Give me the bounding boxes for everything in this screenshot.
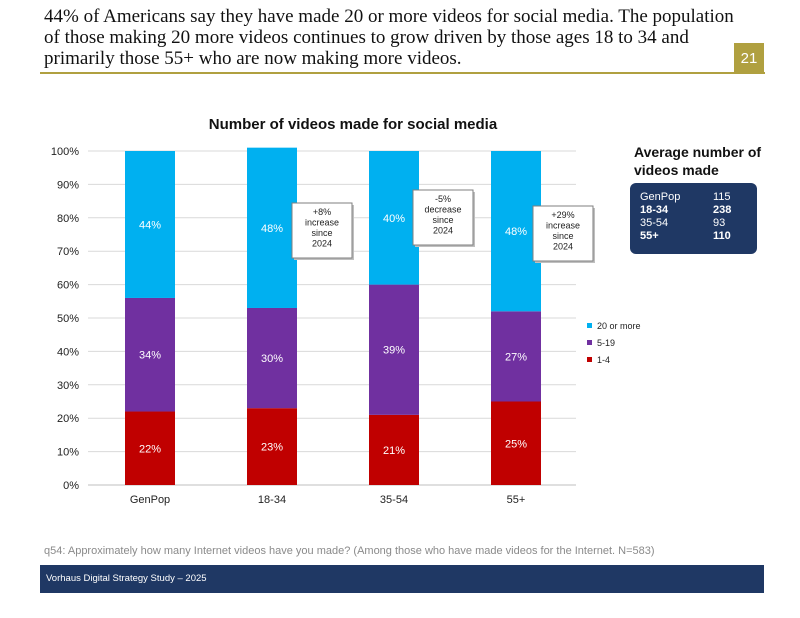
- annotation-text: -5%: [435, 194, 451, 204]
- y-tick-label: 50%: [57, 313, 79, 325]
- x-tick-label: GenPop: [130, 494, 170, 506]
- average-panel-title: Average number of videos made: [634, 144, 762, 178]
- annotation-box: [291, 202, 353, 259]
- bar-segment-35-54-5-19: [369, 284, 419, 415]
- annotation-box: [532, 205, 594, 262]
- y-tick-label: 70%: [57, 246, 79, 258]
- average-value: 238: [713, 204, 732, 216]
- annotation-text: 2024: [312, 239, 332, 249]
- bar-segment-35-54-1-4: [369, 414, 419, 485]
- annotation-text: +8%: [313, 207, 331, 217]
- bar-segment-GenPop-1-4: [125, 411, 175, 485]
- average-group: GenPop: [640, 191, 681, 203]
- y-tick-label: 20%: [57, 413, 79, 425]
- average-row-35-54: 35-54 93: [640, 217, 750, 230]
- bar-segment-55+-5-19: [491, 311, 541, 402]
- annotation-text: since: [311, 228, 332, 238]
- x-tick-label: 18-34: [258, 494, 286, 506]
- average-panel: GenPop 115 18-34 238 35-54 93 55+ 110: [630, 183, 757, 254]
- average-group: 55+: [640, 230, 659, 242]
- average-row-genpop: GenPop 115: [640, 191, 750, 204]
- average-group: 35-54: [640, 217, 669, 229]
- data-label: 39%: [383, 345, 405, 357]
- bar-segment-35-54-20 or more: [369, 151, 419, 285]
- x-tick-label: 35-54: [380, 494, 408, 506]
- annotation-text: increase: [305, 218, 339, 228]
- data-label: 21%: [383, 445, 405, 457]
- annotation-text: decrease: [424, 205, 461, 215]
- footer-text: Vorhaus Digital Strategy Study – 2025: [46, 573, 207, 584]
- data-label: 25%: [505, 438, 527, 450]
- headline-divider: [40, 72, 765, 74]
- footer-bar: Vorhaus Digital Strategy Study – 2025: [40, 565, 764, 593]
- average-group: 18-34: [640, 204, 669, 216]
- y-tick-label: 90%: [57, 179, 79, 191]
- bar-segment-18-34-5-19: [247, 307, 297, 409]
- legend-swatch: [587, 340, 592, 345]
- average-value: 110: [713, 230, 731, 242]
- footnote: q54: Approximately how many Internet vid…: [44, 545, 655, 557]
- bar-segment-18-34-1-4: [247, 408, 297, 485]
- data-label: 27%: [505, 351, 527, 363]
- average-value: 115: [713, 191, 731, 203]
- legend-label: 1-4: [597, 355, 610, 365]
- data-label: 34%: [139, 350, 161, 362]
- y-tick-label: 30%: [57, 380, 79, 392]
- annotation-text: increase: [546, 221, 580, 231]
- data-label: 23%: [261, 442, 283, 454]
- annotation-text: 2024: [433, 226, 453, 236]
- data-label: 30%: [261, 353, 283, 365]
- data-label: 44%: [139, 219, 161, 231]
- y-tick-label: 60%: [57, 280, 79, 292]
- bar-segment-GenPop-5-19: [125, 297, 175, 412]
- headline: 44% of Americans say they have made 20 o…: [44, 6, 734, 69]
- data-label: 48%: [505, 226, 527, 238]
- average-row-18-34: 18-34 238: [640, 204, 750, 217]
- legend-label: 5-19: [597, 338, 615, 348]
- page-number: 21: [734, 43, 764, 73]
- y-tick-label: 0%: [63, 480, 79, 492]
- legend-swatch: [587, 357, 592, 362]
- y-tick-label: 40%: [57, 346, 79, 358]
- legend-label: 20 or more: [597, 321, 641, 331]
- bar-segment-18-34-20 or more: [247, 147, 297, 308]
- bar-segment-55+-1-4: [491, 401, 541, 485]
- annotation-box: [412, 189, 474, 246]
- annotation-text: since: [552, 231, 573, 241]
- data-label: 40%: [383, 213, 405, 225]
- data-label: 48%: [261, 223, 283, 235]
- y-tick-label: 100%: [51, 146, 79, 158]
- y-tick-label: 10%: [57, 447, 79, 459]
- average-value: 93: [713, 217, 726, 229]
- annotation-text: +29%: [551, 210, 574, 220]
- annotation-text: since: [432, 215, 453, 225]
- average-row-55-plus: 55+ 110: [640, 230, 750, 243]
- x-tick-label: 55+: [507, 494, 526, 506]
- bar-segment-GenPop-20 or more: [125, 151, 175, 298]
- data-label: 22%: [139, 443, 161, 455]
- annotation-text: 2024: [553, 242, 573, 252]
- chart-title: Number of videos made for social media: [209, 116, 498, 133]
- legend-swatch: [587, 323, 592, 328]
- y-tick-label: 80%: [57, 213, 79, 225]
